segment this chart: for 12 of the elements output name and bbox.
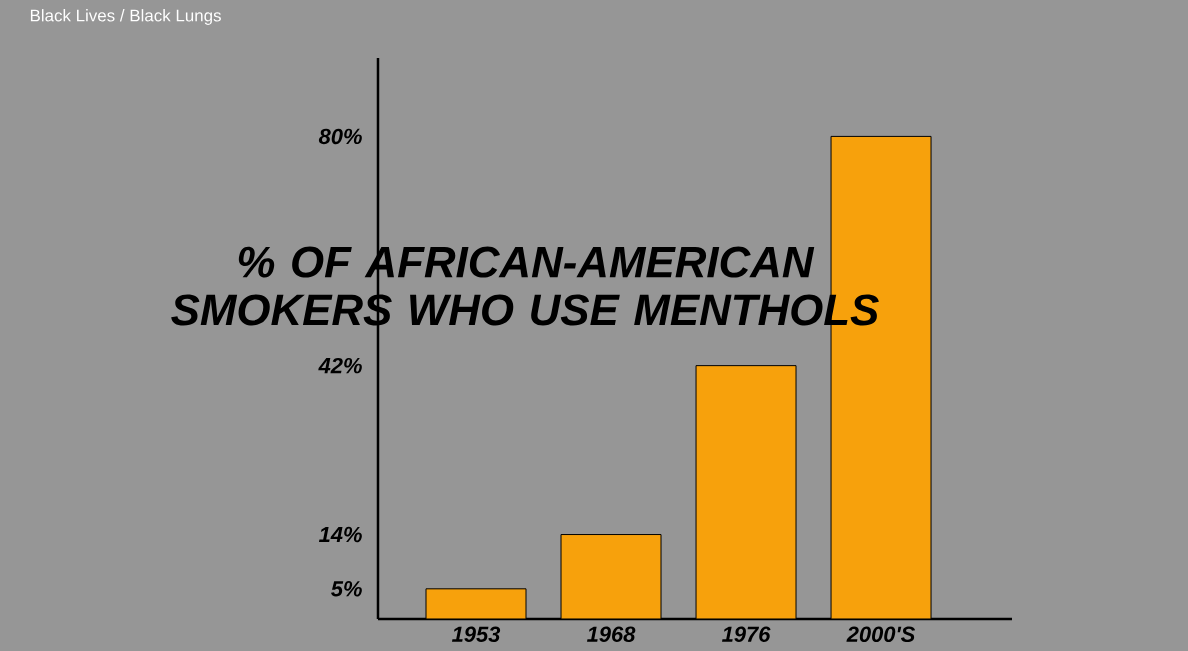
bar [425, 588, 527, 619]
x-tick-label: 1953 [451, 626, 501, 643]
y-tick-label: 14% [318, 526, 362, 543]
bar [695, 365, 797, 619]
x-tick-label: 1968 [587, 626, 636, 643]
bar [560, 534, 662, 619]
text: Black Lives / Black Lungs [30, 9, 221, 25]
y-tick-label: 42% [318, 357, 362, 374]
x-tick-label: 2000'S [846, 626, 916, 643]
y-tick-label: 80% [318, 128, 362, 145]
x-tick-label: 1976 [722, 626, 771, 643]
y-tick-label: 5% [331, 581, 362, 597]
